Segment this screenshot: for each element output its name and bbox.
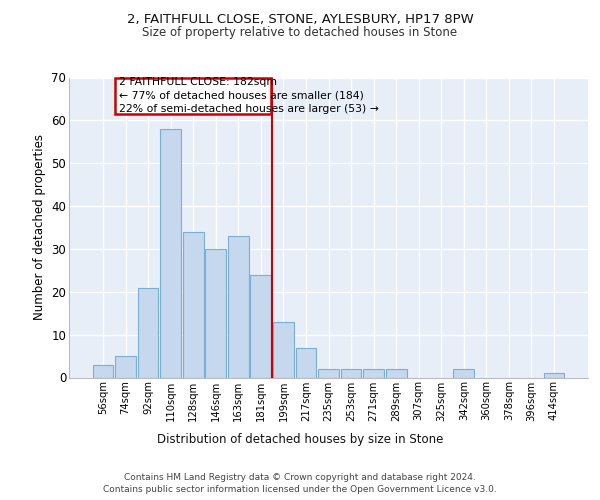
Text: Contains HM Land Registry data © Crown copyright and database right 2024.: Contains HM Land Registry data © Crown c…: [124, 472, 476, 482]
Bar: [160, 129, 181, 378]
Text: Size of property relative to detached houses in Stone: Size of property relative to detached ho…: [142, 26, 458, 39]
Y-axis label: Number of detached properties: Number of detached properties: [33, 134, 46, 320]
Bar: [363, 369, 384, 378]
Bar: [115, 356, 136, 378]
Bar: [205, 249, 226, 378]
Bar: [544, 373, 565, 378]
Bar: [341, 369, 361, 378]
Text: Contains public sector information licensed under the Open Government Licence v3: Contains public sector information licen…: [103, 485, 497, 494]
Bar: [273, 322, 294, 378]
Bar: [250, 274, 271, 378]
Bar: [296, 348, 316, 378]
FancyBboxPatch shape: [115, 78, 271, 114]
Bar: [137, 288, 158, 378]
Text: 2 FAITHFULL CLOSE: 182sqm
← 77% of detached houses are smaller (184)
22% of semi: 2 FAITHFULL CLOSE: 182sqm ← 77% of detac…: [119, 77, 379, 114]
Bar: [228, 236, 248, 378]
Bar: [318, 369, 339, 378]
Text: 2, FAITHFULL CLOSE, STONE, AYLESBURY, HP17 8PW: 2, FAITHFULL CLOSE, STONE, AYLESBURY, HP…: [127, 12, 473, 26]
Text: Distribution of detached houses by size in Stone: Distribution of detached houses by size …: [157, 432, 443, 446]
Bar: [386, 369, 407, 378]
Bar: [454, 369, 474, 378]
Bar: [183, 232, 203, 378]
Bar: [92, 364, 113, 378]
